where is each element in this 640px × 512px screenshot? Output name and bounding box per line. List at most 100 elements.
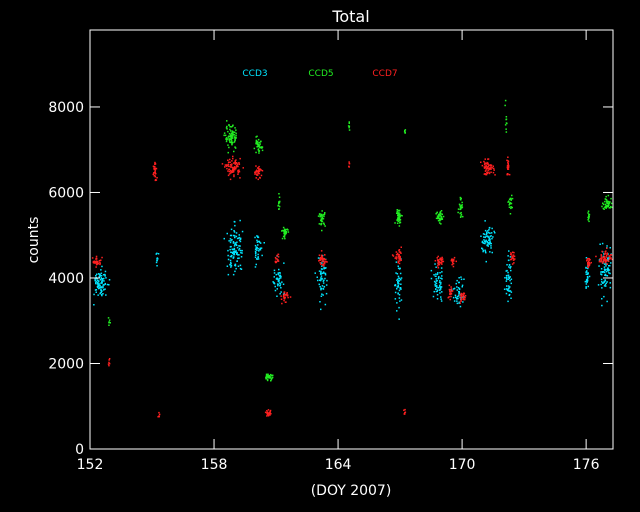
data-point [509,201,511,204]
data-point [509,267,511,269]
data-point [323,213,325,216]
data-point [442,260,445,263]
data-point [237,173,239,175]
data-point [509,276,511,278]
data-point [398,251,401,253]
data-point [441,271,443,273]
data-point [602,203,605,206]
data-point [440,281,442,284]
data-point [241,230,244,233]
data-point [95,289,98,291]
data-point [325,267,327,269]
data-point [399,277,401,280]
data-point [259,242,262,244]
data-point [272,374,274,377]
data-point [280,275,282,278]
data-point [233,256,235,258]
data-point [323,263,326,265]
data-point [600,257,602,259]
data-point [452,265,455,268]
data-point [348,161,350,163]
data-point [461,201,463,204]
data-point [255,142,257,145]
data-point [486,166,489,168]
data-point [488,168,490,171]
data-point [97,280,100,282]
data-point [586,270,588,272]
data-point [234,161,236,163]
data-point [157,253,160,255]
data-point [255,151,257,154]
data-point [231,143,233,146]
data-point [607,259,609,261]
data-point [317,279,319,282]
data-point [404,131,406,134]
data-point [229,178,232,181]
data-point [488,231,490,234]
data-point [588,259,590,261]
data-point [323,222,325,224]
data-point [323,272,325,274]
data-point [437,216,439,219]
data-point [606,247,608,249]
data-point [239,249,242,252]
data-point [283,293,286,295]
data-point [153,172,155,174]
data-point [510,291,513,293]
data-point [453,256,456,259]
data-point [282,235,285,238]
data-point [231,142,233,145]
data-point [398,216,400,218]
data-point [484,242,486,245]
data-point [399,251,402,253]
data-point [279,272,281,274]
data-point [606,300,608,303]
data-point [264,411,267,414]
data-point [607,194,610,197]
data-point [604,283,607,286]
data-point [260,146,262,148]
data-point [156,265,158,267]
data-point [239,245,241,247]
data-point [609,247,611,249]
data-point [283,262,285,264]
data-point [487,230,489,232]
data-point [285,294,288,296]
data-point [512,257,515,260]
data-point [235,132,237,135]
data-point [510,258,512,261]
data-point [395,256,397,258]
data-point [324,274,327,276]
data-point [451,261,454,264]
data-point [439,289,441,292]
data-point [104,275,106,277]
data-point [440,296,442,298]
data-point [439,285,441,288]
data-point [238,170,241,173]
data-point [585,273,588,275]
data-point [487,169,489,172]
data-point [318,270,321,272]
data-point [456,286,458,288]
data-point [158,411,160,414]
data-point [102,274,105,276]
data-point [231,251,233,254]
data-point [226,265,229,267]
data-point [228,124,230,126]
data-point [263,242,265,244]
data-point [605,199,608,201]
data-point [99,275,101,277]
data-point [451,290,454,292]
data-point [451,263,453,266]
data-point [433,290,435,293]
data-point [485,239,487,242]
data-point [154,179,157,182]
data-point [257,144,259,146]
data-point [509,290,512,292]
data-point [256,258,258,260]
data-point [507,271,509,274]
series-ccd7 [91,155,613,418]
data-point [588,265,590,267]
data-point [255,247,257,250]
